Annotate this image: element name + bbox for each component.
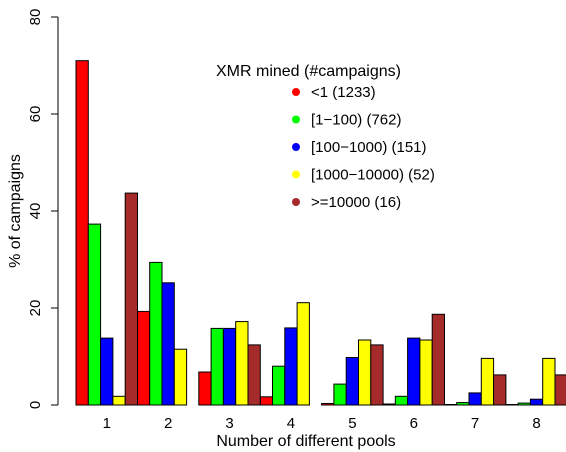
y-tick-label: 0: [27, 401, 44, 409]
bar-8-series-4: [542, 357, 556, 406]
bar-7-series-3: [468, 392, 482, 406]
bar-1-series-3: [100, 337, 114, 406]
bar-1-series-5: [124, 192, 138, 406]
y-tick-label: 20: [27, 300, 44, 317]
bar-6-series-3: [407, 337, 421, 406]
bar-3-series-4: [235, 321, 249, 406]
bar-1-series-2: [87, 223, 102, 406]
bar-7-series-2: [456, 402, 470, 406]
bar-8-series-1: [505, 404, 519, 406]
x-axis-title: Number of different pools: [216, 433, 395, 450]
bar-4-series-4: [296, 302, 310, 406]
bar-4-series-3: [284, 327, 298, 406]
legend-label: [100−1000) (151): [311, 139, 427, 156]
bar-8-series-3: [529, 398, 544, 406]
y-tick-label: 40: [27, 203, 44, 220]
bar-4-series-1: [259, 396, 274, 406]
bar-6-series-5: [431, 313, 446, 406]
x-axis-tick-labels: 1 2 3 4 5 6 7 8: [103, 415, 541, 432]
bar-2-series-3: [161, 282, 175, 406]
legend-label: [1−100) (762): [311, 112, 401, 129]
legend: XMR mined (#campaigns) <1 (1233) [1−100) …: [216, 63, 435, 211]
bar-4-series-2: [272, 365, 286, 406]
y-axis-title: % of campaigns: [7, 154, 24, 268]
bar-5-series-3: [345, 357, 360, 406]
bar-7-series-4: [480, 357, 495, 406]
bar-5-series-2: [333, 383, 347, 406]
legend-marker: [292, 88, 300, 96]
y-tick-label: 60: [27, 106, 44, 123]
bar-3-series-2: [210, 327, 224, 406]
bar-2-series-1: [136, 310, 151, 406]
bar-1-series-1: [75, 60, 89, 406]
legend-marker: [292, 170, 300, 179]
bar-8-series-2: [517, 402, 531, 406]
bar-6-series-1: [382, 403, 396, 406]
bar-6-series-4: [419, 339, 433, 406]
legend-marker: [292, 198, 300, 206]
x-tick-label: 6: [410, 415, 418, 432]
legend-title: XMR mined (#campaigns): [216, 63, 401, 80]
bar-7-series-5: [493, 374, 507, 406]
legend-label: [1000−10000) (52): [311, 167, 435, 184]
y-tick-label: 80: [27, 9, 44, 26]
bar-8-series-5: [554, 374, 566, 406]
x-tick-label: 2: [164, 415, 172, 432]
bar-3-series-3: [222, 327, 237, 406]
legend-label: <1 (1233): [311, 84, 376, 101]
bar-2-series-2: [149, 261, 163, 406]
x-tick-label: 8: [532, 415, 540, 432]
bar-3-series-1: [198, 371, 212, 406]
bar-6-series-2: [394, 395, 409, 406]
x-tick-label: 3: [225, 415, 233, 432]
legend-marker: [292, 143, 300, 151]
x-tick-label: 5: [348, 415, 356, 432]
x-tick-label: 1: [103, 415, 111, 432]
x-tick-label: 4: [287, 415, 295, 432]
bar-5-series-1: [321, 403, 335, 406]
x-tick-label: 7: [471, 415, 479, 432]
bars-layer: [75, 60, 566, 406]
bar-5-series-4: [358, 339, 372, 406]
bar-2-series-4: [173, 348, 188, 406]
legend-marker: [292, 115, 300, 124]
bar-1-series-4: [112, 395, 126, 406]
y-axis: 0 20 40 60 80: [27, 9, 59, 409]
bar-3-series-5: [247, 344, 261, 406]
bar-5-series-5: [370, 344, 384, 406]
legend-label: >=10000 (16): [311, 194, 401, 211]
bar-7-series-1: [443, 404, 458, 406]
